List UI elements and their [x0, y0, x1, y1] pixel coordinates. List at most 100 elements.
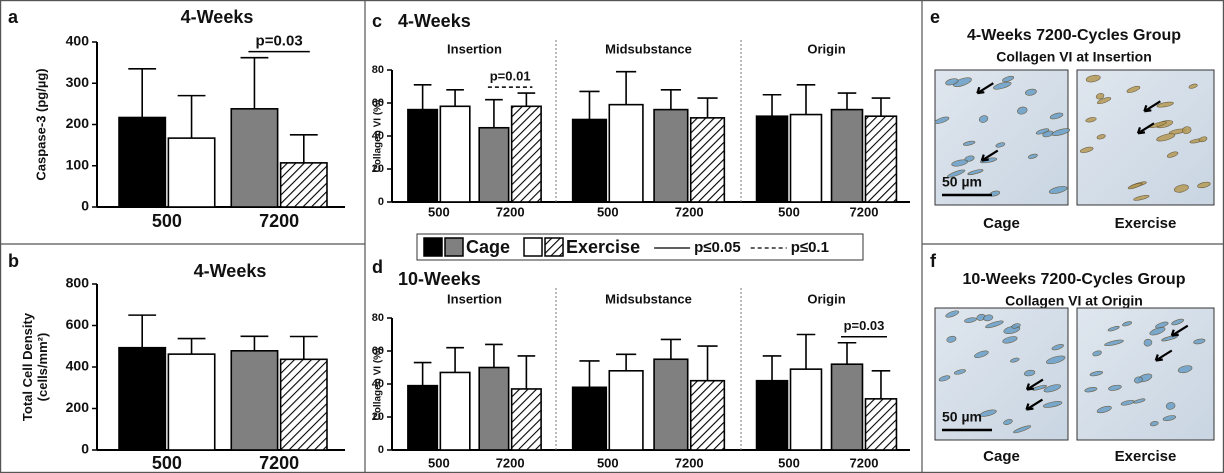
cell	[985, 320, 1004, 329]
panel-label: f	[930, 251, 937, 271]
cell	[1046, 355, 1066, 365]
micrograph	[934, 69, 1069, 206]
cell	[1177, 365, 1193, 374]
cell	[995, 142, 1006, 148]
y-axis-label: (cells/mm²)	[35, 333, 50, 402]
bar	[755, 379, 789, 451]
cell	[934, 116, 950, 124]
chart-title: 10-Weeks	[398, 269, 481, 289]
bar	[608, 369, 644, 451]
cell	[1174, 184, 1189, 193]
legend-swatch	[523, 237, 543, 257]
cell	[1171, 318, 1184, 326]
cell	[1035, 128, 1050, 135]
panel-label: c	[372, 11, 382, 31]
bar	[689, 117, 726, 203]
legend-label: Exercise	[566, 237, 640, 257]
image-subtitle: Collagen VI at Insertion	[996, 49, 1152, 65]
x-tick-label: 7200	[496, 204, 525, 219]
cell	[1156, 101, 1174, 108]
bar	[167, 353, 216, 451]
bar	[864, 115, 898, 203]
cell	[1096, 405, 1112, 414]
bar	[478, 126, 510, 203]
cell	[1193, 338, 1206, 345]
facet-title: Origin	[807, 41, 845, 56]
cell	[1181, 126, 1192, 134]
arrow	[1025, 398, 1044, 411]
bar	[653, 108, 689, 203]
bar	[653, 358, 689, 451]
cell	[1085, 74, 1101, 83]
cell	[1126, 85, 1141, 93]
cell	[1051, 344, 1064, 351]
scale-bar-label: 50 µm	[942, 174, 982, 190]
cell	[962, 140, 976, 146]
y-tick-label: 300	[66, 74, 90, 90]
y-tick-label: 0	[378, 444, 384, 456]
cell	[1162, 415, 1177, 421]
cell	[1133, 398, 1146, 404]
y-tick-label: 0	[81, 441, 89, 457]
cell	[1049, 112, 1064, 120]
bar	[789, 113, 823, 203]
cell	[1024, 369, 1036, 377]
x-tick-label: 500	[152, 453, 182, 473]
y-tick-label: 400	[66, 358, 90, 374]
bar	[830, 363, 864, 451]
y-tick-label: 200	[66, 399, 90, 415]
legend-label: p≤0.1	[791, 239, 829, 256]
cell	[952, 77, 972, 87]
panel-label: a	[8, 7, 19, 27]
bar	[279, 162, 328, 208]
image-title: 10-Weeks 7200-Cycles Group	[963, 271, 1186, 288]
y-tick-label: 100	[66, 156, 90, 172]
bar	[478, 366, 510, 451]
significance-label: p=0.03	[256, 33, 303, 50]
legend-label: p≤0.05	[694, 239, 741, 256]
cell	[1089, 370, 1104, 377]
cell	[945, 310, 960, 318]
cell	[964, 317, 977, 323]
bar	[864, 398, 898, 451]
cell	[1188, 83, 1198, 89]
x-tick-label: 7200	[675, 455, 704, 470]
cell	[1096, 134, 1106, 140]
cell	[1011, 323, 1021, 329]
cell	[1003, 419, 1013, 425]
bar	[571, 386, 608, 451]
arrow	[980, 149, 999, 162]
cell	[1048, 186, 1068, 194]
x-tick-label: 7200	[259, 211, 299, 231]
cell	[1108, 384, 1122, 391]
cell	[978, 115, 989, 123]
cell	[1043, 384, 1062, 393]
chart-title: 4-Weeks	[181, 7, 254, 27]
panel-label: b	[8, 251, 19, 271]
bar	[279, 358, 328, 451]
cell	[979, 409, 997, 417]
cell	[1002, 336, 1018, 344]
y-tick-label: 60	[372, 97, 384, 109]
cell	[953, 369, 966, 375]
image-caption: Cage	[983, 448, 1020, 465]
bar	[755, 115, 789, 203]
bar	[571, 118, 608, 203]
facet-title: Origin	[807, 291, 845, 306]
bar	[439, 371, 471, 451]
cell	[1095, 93, 1105, 100]
x-tick-label: 7200	[850, 204, 879, 219]
cell	[1107, 325, 1120, 332]
scale-bar-label: 50 µm	[942, 409, 982, 425]
cell	[1027, 153, 1038, 159]
arrow	[1025, 378, 1044, 391]
image-title: 4-Weeks 7200-Cycles Group	[967, 27, 1181, 44]
arrow	[1136, 122, 1155, 135]
y-axis-label: Collagen VI (%)	[373, 100, 384, 173]
cell	[1133, 194, 1150, 201]
cell	[983, 314, 994, 322]
y-tick-label: 0	[378, 196, 384, 208]
cell	[1092, 350, 1102, 357]
